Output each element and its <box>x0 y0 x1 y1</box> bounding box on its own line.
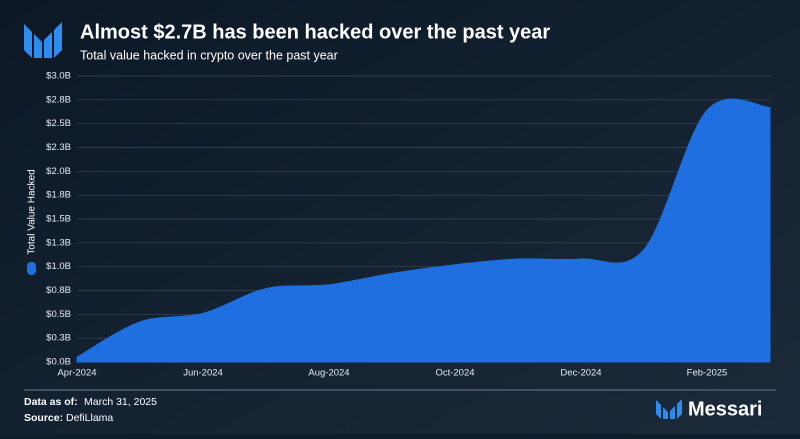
y-tick-label: $1.3B <box>46 237 71 248</box>
y-tick-label: $1.8B <box>46 190 71 201</box>
x-tick-label: Feb-2025 <box>687 368 728 379</box>
y-axis-label: Total Value Hacked <box>27 169 38 254</box>
y-tick-label: $2.8B <box>46 94 71 105</box>
logo <box>24 22 62 58</box>
y-tick-label: $0.8B <box>46 285 71 296</box>
source-label: Source: <box>24 412 63 424</box>
y-tick-label: $0.3B <box>46 333 71 344</box>
y-tick-label: $1.5B <box>46 214 71 225</box>
x-tick-label: Aug-2024 <box>308 368 349 379</box>
y-tick-label: $1.0B <box>46 261 71 272</box>
y-tick-label: $0.5B <box>46 309 71 320</box>
y-tick-label: $3.0B <box>46 71 71 82</box>
y-tick-label: $2.0B <box>46 166 71 177</box>
chart-subtitle: Total value hacked in crypto over the pa… <box>80 48 338 62</box>
date-label: Data as of: <box>24 396 78 408</box>
legend-marker <box>27 262 36 275</box>
chart-title: Almost $2.7B has been hacked over the pa… <box>80 21 550 43</box>
x-tick-label: Dec-2024 <box>560 368 601 379</box>
x-tick-label: Oct-2024 <box>435 368 474 379</box>
y-tick-label: $2.5B <box>46 118 71 129</box>
x-tick-label: Apr-2024 <box>57 368 96 379</box>
x-tick-label: Jun-2024 <box>183 368 223 379</box>
date: March 31, 2025 <box>84 396 157 408</box>
brand: Messari <box>688 398 763 420</box>
source: DefiLlama <box>66 412 113 424</box>
y-tick-label: $0.0B <box>46 357 71 368</box>
brand-logo <box>656 399 682 419</box>
area <box>76 98 771 363</box>
y-tick-label: $2.3B <box>46 142 71 153</box>
